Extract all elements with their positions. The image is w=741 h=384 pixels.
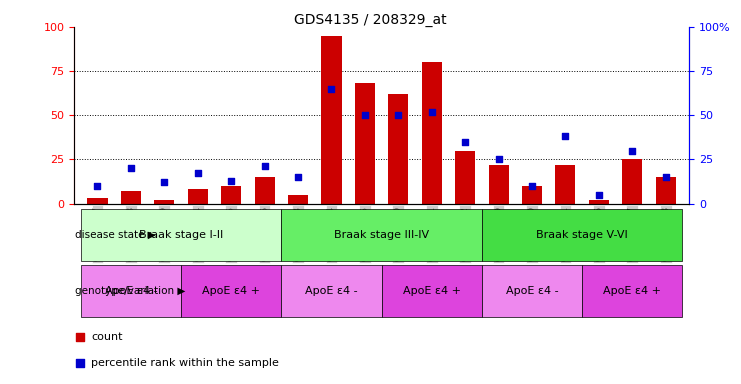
Bar [81, 209, 282, 261]
Bar [388, 94, 408, 204]
Text: GDS4135 / 208329_at: GDS4135 / 208329_at [294, 13, 447, 27]
Point [359, 112, 370, 118]
Bar [488, 165, 508, 204]
Text: disease state ▶: disease state ▶ [75, 230, 156, 240]
Text: Braak stage I-II: Braak stage I-II [139, 230, 223, 240]
Text: ApoE ε4 -: ApoE ε4 - [505, 286, 558, 296]
Bar [282, 209, 482, 261]
Bar [455, 151, 475, 204]
Point [159, 179, 170, 185]
Point [192, 170, 204, 177]
Point [559, 133, 571, 139]
Point [259, 163, 270, 169]
Bar [482, 265, 582, 317]
Text: genotype/variation ▶: genotype/variation ▶ [75, 286, 185, 296]
Bar [255, 177, 275, 204]
Text: count: count [91, 333, 123, 343]
Bar [522, 186, 542, 204]
Point [626, 147, 638, 154]
Bar [656, 177, 676, 204]
Bar [154, 200, 174, 204]
Bar [282, 265, 382, 317]
Point [493, 156, 505, 162]
Text: ApoE ε4 +: ApoE ε4 + [202, 286, 260, 296]
Point [659, 174, 671, 180]
Bar [322, 36, 342, 204]
Point [125, 165, 137, 171]
Point [459, 139, 471, 145]
Bar [622, 159, 642, 204]
Bar [582, 265, 682, 317]
Bar [181, 265, 282, 317]
Bar [121, 191, 141, 204]
Point [593, 192, 605, 198]
Point [393, 112, 405, 118]
Point [526, 183, 538, 189]
Bar [382, 265, 482, 317]
Bar [221, 186, 242, 204]
Bar [87, 198, 107, 204]
Bar [422, 62, 442, 204]
Point [292, 174, 304, 180]
Text: ApoE ε4 +: ApoE ε4 + [603, 286, 661, 296]
Point [426, 109, 438, 115]
Point [74, 360, 86, 366]
Bar [81, 265, 181, 317]
Point [225, 177, 237, 184]
Text: ApoE ε4 +: ApoE ε4 + [403, 286, 461, 296]
Bar [482, 209, 682, 261]
Point [92, 183, 104, 189]
Point [325, 86, 337, 92]
Text: Braak stage V-VI: Braak stage V-VI [536, 230, 628, 240]
Bar [288, 195, 308, 204]
Text: percentile rank within the sample: percentile rank within the sample [91, 358, 279, 368]
Point [74, 334, 86, 341]
Bar [187, 189, 207, 204]
Bar [355, 83, 375, 204]
Bar [556, 165, 576, 204]
Bar [589, 200, 609, 204]
Text: ApoE ε4 -: ApoE ε4 - [305, 286, 358, 296]
Text: Braak stage III-IV: Braak stage III-IV [334, 230, 429, 240]
Text: ApoE ε4 -: ApoE ε4 - [104, 286, 157, 296]
